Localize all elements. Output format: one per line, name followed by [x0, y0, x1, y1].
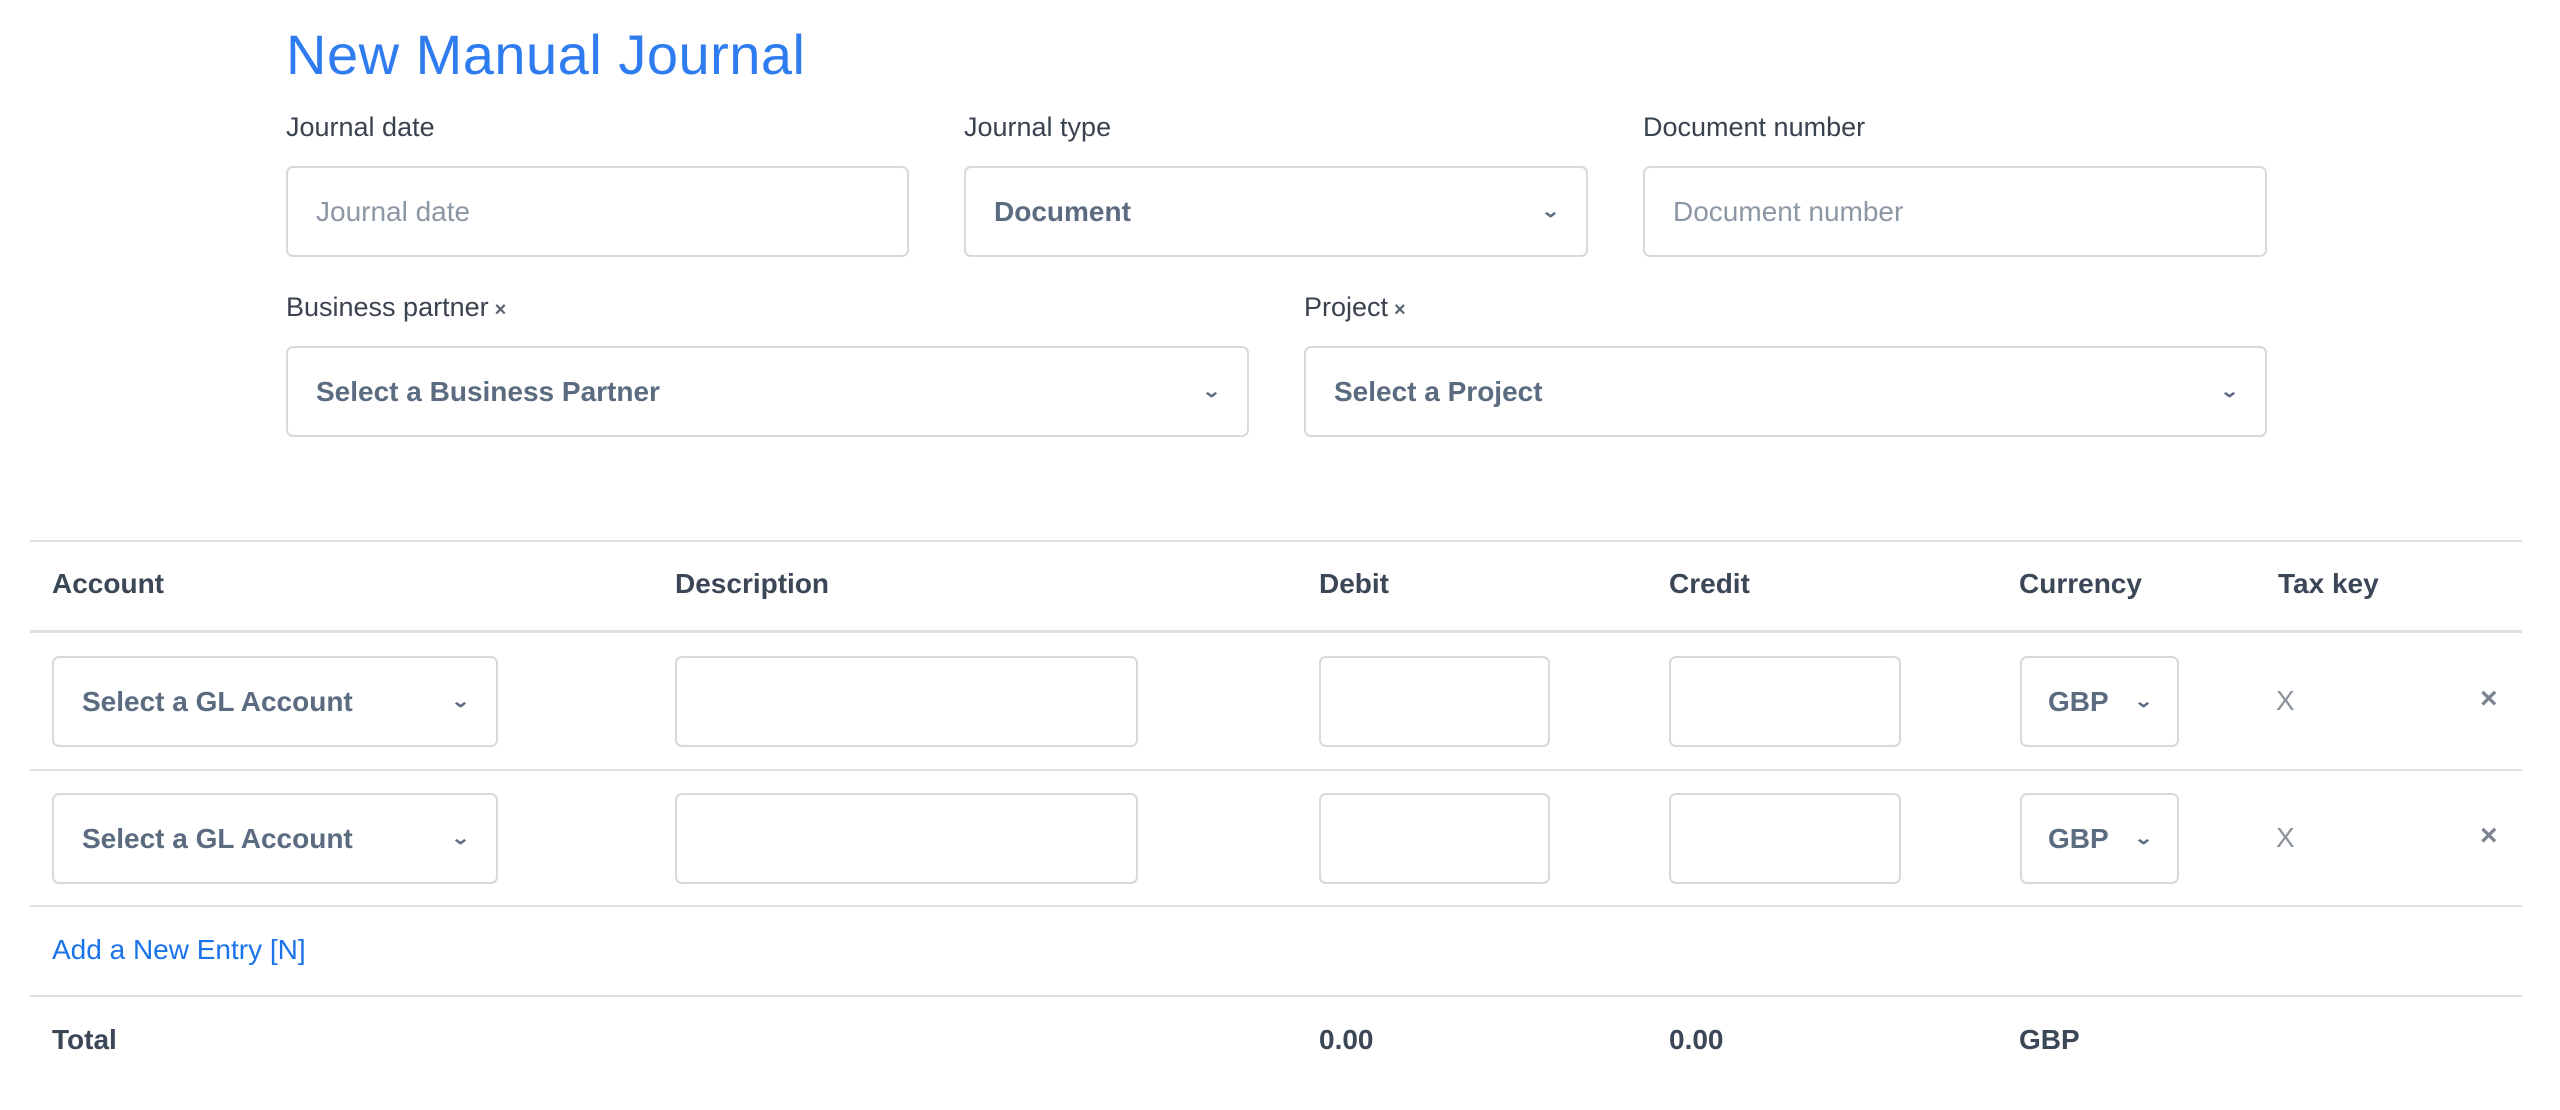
total-divider — [30, 995, 2522, 997]
journal-type-select[interactable]: Document ⌄ — [964, 166, 1588, 257]
chevron-down-icon: ⌄ — [2133, 828, 2154, 848]
close-icon[interactable]: × — [494, 299, 507, 321]
gl-account-value: Select a GL Account — [82, 822, 353, 854]
debit-input[interactable] — [1319, 656, 1550, 747]
table-top-divider — [30, 540, 2522, 542]
delete-row-icon[interactable]: × — [2480, 682, 2498, 715]
row-divider — [30, 769, 2522, 771]
journal-date-placeholder: Journal date — [316, 195, 471, 227]
chevron-down-icon: ⌄ — [2219, 381, 2240, 401]
business-partner-value: Select a Business Partner — [316, 375, 660, 407]
total-label: Total — [52, 1024, 117, 1055]
header-divider — [30, 630, 2522, 633]
project-label: Project × — [1304, 292, 1406, 323]
add-entry-link[interactable]: Add a New Entry [N] — [52, 934, 306, 965]
total-credit: 0.00 — [1669, 1024, 1724, 1055]
description-input[interactable] — [675, 793, 1138, 884]
debit-input[interactable] — [1319, 793, 1550, 884]
journal-date-label: Journal date — [286, 112, 435, 142]
gl-account-select[interactable]: Select a GL Account ⌄ — [52, 656, 498, 747]
page-title: New Manual Journal — [286, 23, 806, 86]
document-number-label: Document number — [1643, 112, 1866, 142]
currency-select[interactable]: GBP ⌄ — [2020, 793, 2179, 884]
tax-key-value[interactable]: X — [2276, 685, 2295, 716]
document-number-input[interactable]: Document number — [1643, 166, 2267, 257]
total-currency: GBP — [2019, 1024, 2080, 1055]
chevron-down-icon: ⌄ — [1201, 381, 1222, 401]
journal-date-input[interactable]: Journal date — [286, 166, 909, 257]
credit-input[interactable] — [1669, 656, 1901, 747]
currency-value: GBP — [2048, 685, 2109, 717]
project-value: Select a Project — [1334, 375, 1543, 407]
gl-account-value: Select a GL Account — [82, 685, 353, 717]
chevron-down-icon: ⌄ — [450, 828, 471, 848]
document-number-placeholder: Document number — [1673, 195, 1904, 227]
header-account: Account — [52, 568, 164, 599]
header-tax-key: Tax key — [2278, 568, 2379, 599]
header-debit: Debit — [1319, 568, 1389, 599]
header-description: Description — [675, 568, 830, 599]
business-partner-select[interactable]: Select a Business Partner ⌄ — [286, 346, 1249, 437]
delete-row-icon[interactable]: × — [2480, 819, 2498, 852]
chevron-down-icon: ⌄ — [1540, 201, 1561, 221]
tax-key-value[interactable]: X — [2276, 822, 2295, 853]
row-divider — [30, 905, 2522, 907]
currency-select[interactable]: GBP ⌄ — [2020, 656, 2179, 747]
chevron-down-icon: ⌄ — [450, 691, 471, 711]
project-label-text: Project — [1304, 292, 1389, 322]
business-partner-label: Business partner × — [286, 292, 506, 323]
business-partner-label-text: Business partner — [286, 292, 489, 322]
credit-input[interactable] — [1669, 793, 1901, 884]
currency-value: GBP — [2048, 822, 2109, 854]
gl-account-select[interactable]: Select a GL Account ⌄ — [52, 793, 498, 884]
chevron-down-icon: ⌄ — [2133, 691, 2154, 711]
journal-type-label: Journal type — [964, 112, 1112, 142]
header-credit: Credit — [1669, 568, 1750, 599]
total-debit: 0.00 — [1319, 1024, 1374, 1055]
close-icon[interactable]: × — [1394, 299, 1406, 321]
journal-type-value: Document — [994, 195, 1131, 227]
header-currency: Currency — [2019, 568, 2142, 599]
description-input[interactable] — [675, 656, 1138, 747]
project-select[interactable]: Select a Project ⌄ — [1304, 346, 2267, 437]
